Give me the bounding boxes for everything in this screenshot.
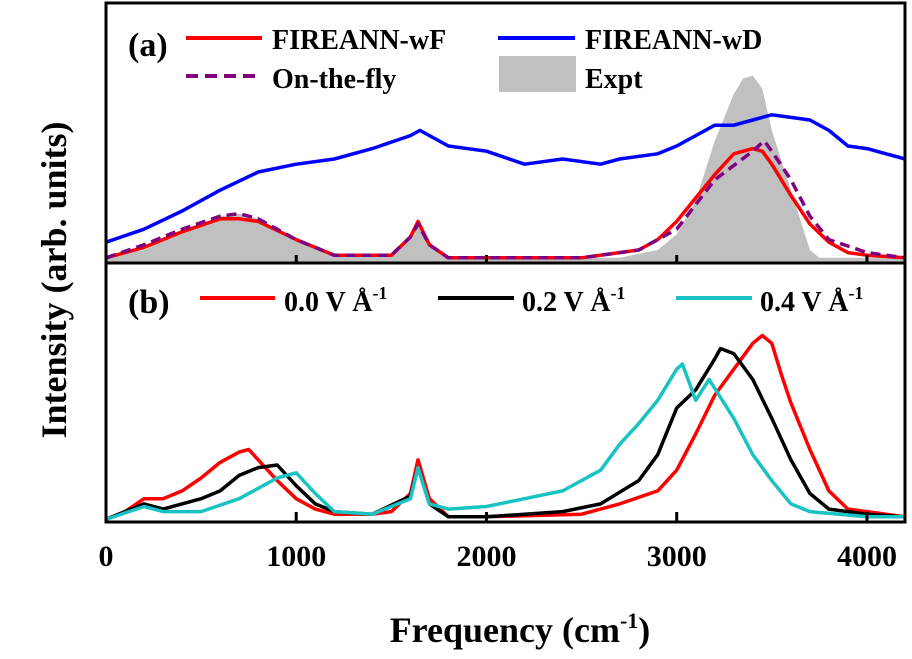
- series-area-expt: [106, 75, 905, 263]
- panel-a: [105, 75, 906, 263]
- legend-label-0.4: 0.4 V Å-1: [760, 283, 863, 318]
- series-line-on-the-fly: [105, 139, 906, 260]
- legend-label-expt: Expt: [585, 64, 643, 95]
- x-tick-label: 2000: [456, 540, 516, 573]
- series-line-fireann-wd: [105, 113, 906, 244]
- legend-label-fireann-wf: FIREANN-wF: [272, 25, 446, 56]
- x-ticks: 0 1000 2000 3000 4000: [99, 255, 897, 573]
- x-tick-label: 4000: [837, 540, 897, 573]
- x-axis-label: Frequency (cm-1): [390, 608, 651, 650]
- y-axis-label: Intensity (arb. units): [34, 121, 74, 438]
- series-line-0.0-v-: [105, 333, 906, 522]
- legend-label-0.0: 0.0 V Å-1: [284, 283, 387, 318]
- series-line-fireann-wf: [105, 146, 906, 260]
- legend-label-fireann-wd: FIREANN-wD: [585, 25, 762, 56]
- panel-b-label: (b): [128, 284, 170, 321]
- x-tick-label: 1000: [266, 540, 326, 573]
- panel-b-frame: [104, 261, 907, 524]
- panel-b: [105, 333, 906, 522]
- series-line-0.4-v-: [105, 362, 905, 522]
- legend-label-0.2: 0.2 V Å-1: [522, 283, 625, 318]
- legend-label-on-the-fly: On-the-fly: [272, 64, 396, 95]
- x-tick-label: 3000: [647, 540, 707, 573]
- x-tick-label: 0: [99, 540, 114, 573]
- panel-a-label: (a): [128, 27, 168, 64]
- legend-swatch-expt: [499, 56, 576, 92]
- series-line-0.2-v-: [105, 346, 906, 522]
